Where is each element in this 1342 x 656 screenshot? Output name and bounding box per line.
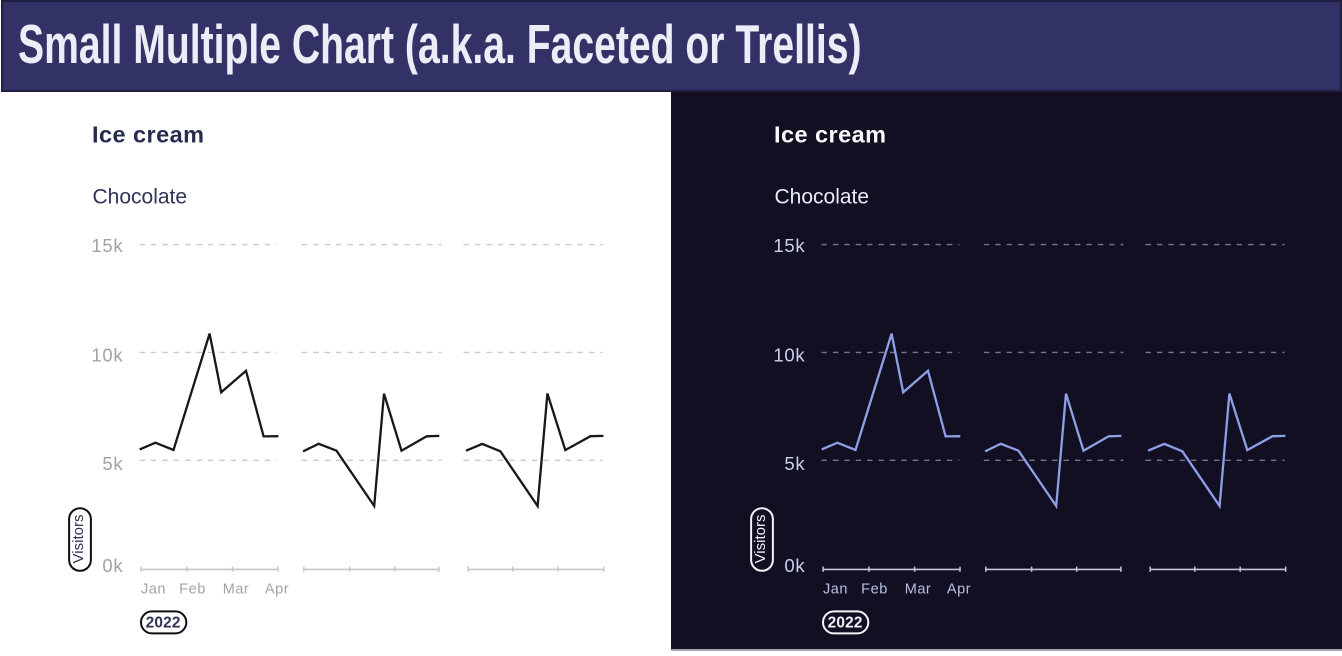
svg-text:Jan: Jan: [823, 582, 848, 598]
svg-text:0k: 0k: [102, 555, 123, 576]
svg-text:5k: 5k: [784, 453, 805, 474]
svg-text:2022: 2022: [146, 614, 181, 631]
svg-text:15k: 15k: [91, 235, 123, 256]
svg-text:Mar: Mar: [223, 582, 250, 598]
svg-text:15k: 15k: [773, 235, 805, 256]
svg-text:Jan: Jan: [141, 582, 166, 598]
svg-text:10k: 10k: [773, 344, 805, 365]
svg-text:Feb: Feb: [861, 582, 888, 598]
svg-text:Apr: Apr: [265, 582, 289, 598]
svg-text:Feb: Feb: [179, 582, 206, 598]
svg-text:Chocolate: Chocolate: [93, 186, 188, 209]
svg-text:2022: 2022: [828, 614, 863, 631]
svg-text:Ice cream: Ice cream: [774, 121, 887, 147]
svg-text:Ice cream: Ice cream: [92, 121, 205, 147]
svg-text:Mar: Mar: [905, 582, 932, 598]
svg-text:0k: 0k: [784, 555, 805, 576]
svg-text:Chocolate: Chocolate: [775, 186, 870, 209]
svg-text:5k: 5k: [102, 453, 123, 474]
svg-text:10k: 10k: [91, 344, 123, 365]
svg-text:Apr: Apr: [947, 582, 971, 598]
